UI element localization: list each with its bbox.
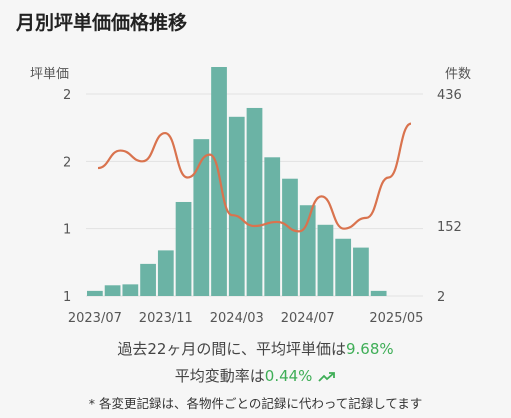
- bar-2024/10: [353, 247, 369, 296]
- y-right-tick-0: 436: [437, 88, 462, 103]
- x-tick-1: 2023/11: [139, 311, 193, 326]
- bar-2024/08: [317, 224, 334, 296]
- x-tick-2: 2024/03: [210, 311, 264, 326]
- summary-value-2: 0.44%: [264, 367, 313, 385]
- summary-line-2: 平均変動率は0.44%: [0, 365, 511, 386]
- bar-2023/10: [140, 263, 156, 296]
- footnote: * 各変更記録は、各物件ごとの記録に代わって記録してます: [88, 396, 423, 411]
- bar-series: [87, 67, 387, 296]
- summary-value-1: 9.68%: [345, 340, 394, 358]
- y-left-tick-3: 1: [63, 290, 71, 305]
- bar-2024/06: [282, 178, 298, 296]
- bar-2024/05: [264, 157, 281, 296]
- summary-line-1: 過去22ヶ月の間に、平均坪単価は9.68%: [0, 338, 511, 359]
- y-left-title: 坪単価: [30, 66, 69, 82]
- chart-axes: 坪単価 件数 2 2 1 1 436 152 2 2023/07 2023/11 2024/03 202…: [30, 66, 471, 326]
- x-tick-4: 2025/05: [369, 311, 423, 326]
- bar-2024/02: [211, 67, 227, 296]
- bar-2023/07: [87, 290, 103, 296]
- x-tick-3: 2024/07: [281, 311, 335, 326]
- bar-2023/08: [104, 285, 121, 296]
- y-left-tick-0: 2: [63, 88, 71, 103]
- summary-prefix-1: 過去22ヶ月の間に、平均坪単価は: [117, 340, 346, 358]
- bar-2023/12: [175, 201, 192, 296]
- bar-2024/09: [335, 238, 352, 296]
- y-right-tick-2: 2: [437, 290, 445, 305]
- price-trend-chart: 坪単価 件数 2 2 1 1 436 152 2 2023/07 2023/11 2024/03 202…: [30, 66, 471, 326]
- y-right-tick-1: 152: [437, 220, 462, 235]
- bar-2024/11: [370, 290, 387, 296]
- line-series: [97, 122, 412, 233]
- x-tick-0: 2023/07: [68, 311, 122, 326]
- y-left-tick-1: 2: [63, 155, 71, 170]
- bar-2024/03: [228, 116, 245, 296]
- bar-2023/09: [122, 284, 139, 296]
- page-title: 月別坪単価価格推移: [16, 12, 188, 34]
- bar-2024/04: [246, 107, 263, 296]
- y-left-tick-2: 1: [63, 223, 71, 238]
- bar-2023/11: [157, 250, 174, 296]
- trending-up-icon: [318, 371, 336, 382]
- summary-prefix-2: 平均変動率は: [174, 367, 265, 385]
- bar-2024/01: [193, 139, 210, 296]
- y-right-title: 件数: [445, 67, 471, 82]
- price-line: [97, 122, 412, 233]
